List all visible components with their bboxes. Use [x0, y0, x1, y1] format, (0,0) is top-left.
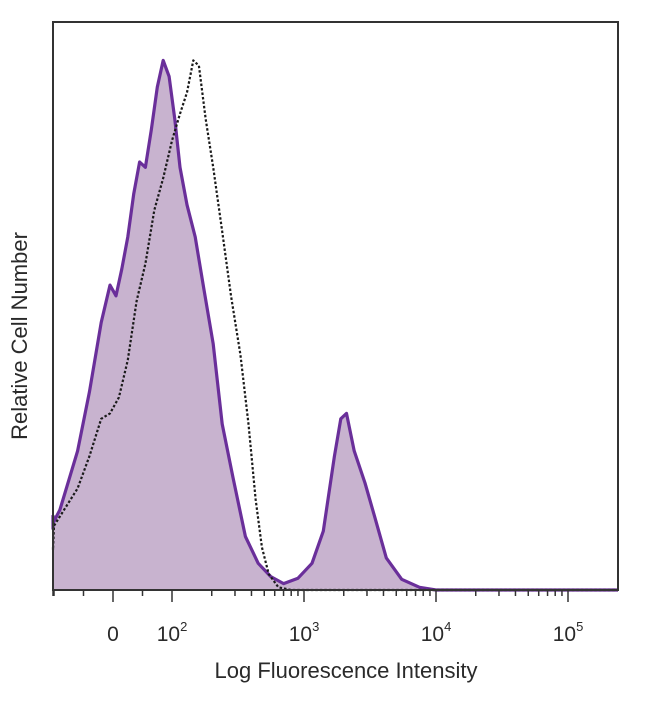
- x-axis-label: Log Fluorescence Intensity: [215, 658, 478, 683]
- series-0-fill: [53, 60, 618, 590]
- x-axis-ticks: [52, 590, 569, 602]
- plot-area: [51, 58, 618, 592]
- y-axis-label: Relative Cell Number: [7, 232, 32, 440]
- x-tick-label: 102: [157, 619, 188, 646]
- series-1-line: [51, 59, 618, 592]
- plot-frame: [52, 21, 619, 591]
- x-tick-label: 0: [107, 623, 119, 646]
- x-tick-label: 105: [553, 619, 584, 646]
- x-tick-label: 103: [289, 619, 320, 646]
- x-axis-tick-labels: 0 102 103 104 105: [107, 619, 583, 646]
- series-0-line: [51, 58, 618, 592]
- x-tick-label: 104: [421, 619, 452, 646]
